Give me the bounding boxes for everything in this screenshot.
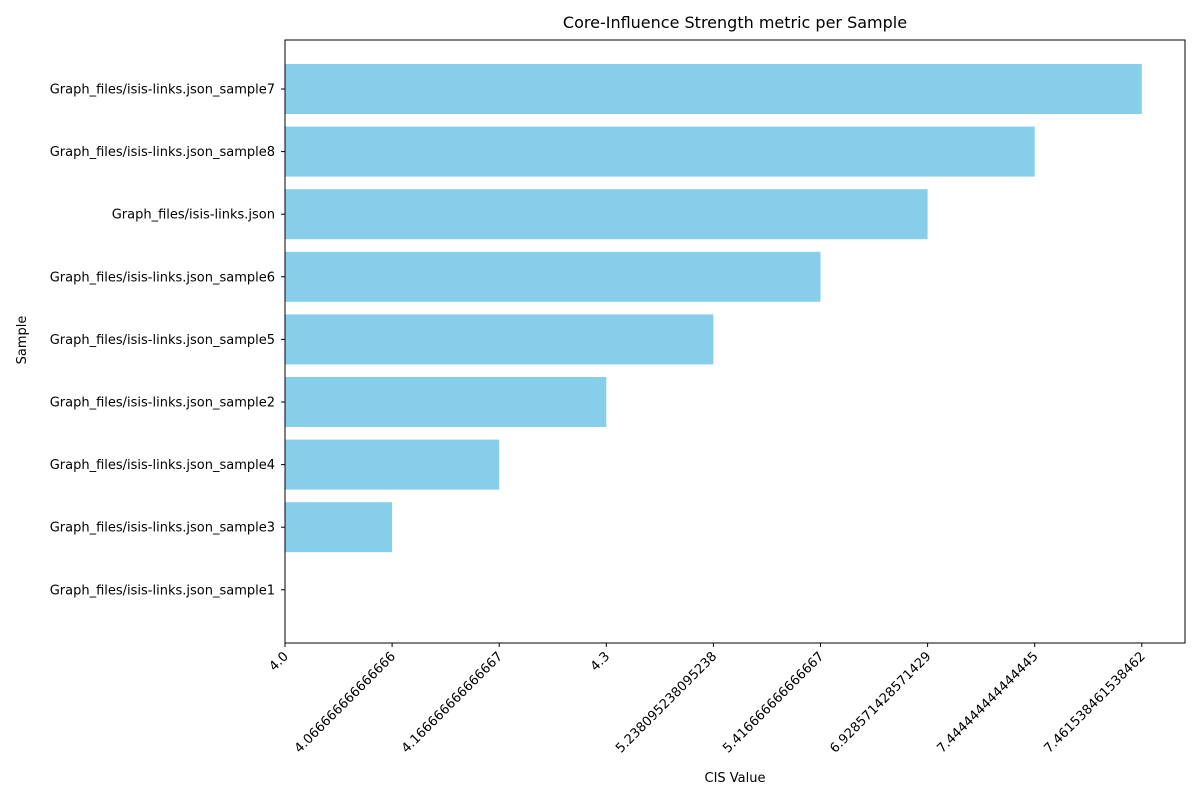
y-tick-label: Graph_files/isis-links.json_sample4 [50, 458, 275, 473]
x-tick-label: 6.928571428571429 [827, 649, 934, 756]
bar [285, 439, 500, 490]
y-tick-label: Graph_files/isis-links.json [112, 208, 275, 223]
y-tick-label: Graph_files/isis-links.json_sample8 [50, 145, 275, 160]
x-tick-label: 7.461538461538462 [1042, 649, 1149, 756]
bar [285, 189, 928, 240]
x-tick-label: 5.416666666666667 [720, 649, 827, 756]
x-tick-label: 4.166666666666667 [399, 649, 506, 756]
bar [285, 377, 607, 427]
x-tick-label: 7.444444444444445 [934, 649, 1041, 756]
x-axis-label: CIS Value [705, 771, 766, 786]
y-axis-label: Sample [15, 316, 30, 365]
plot-frame [284, 39, 1186, 644]
y-tick-label: Graph_files/isis-links.json_sample2 [50, 396, 275, 411]
x-tick-label: 5.238095238095238 [613, 649, 720, 756]
bar [285, 502, 393, 553]
bar [285, 251, 821, 302]
y-tick-label: Graph_files/isis-links.json_sample7 [50, 83, 275, 98]
y-tick-label: Graph_files/isis-links.json_sample1 [50, 583, 275, 598]
x-tick-label: 4.0 [267, 649, 292, 674]
y-tick-label: Graph_files/isis-links.json_sample3 [50, 521, 275, 536]
chart-title: Core-Influence Strength metric per Sampl… [563, 13, 907, 32]
x-tick-label: 4.066666666666666 [292, 649, 399, 756]
bar [285, 314, 714, 365]
y-tick-label: Graph_files/isis-links.json_sample6 [50, 270, 275, 285]
bar [285, 64, 1142, 114]
bar [285, 126, 1035, 177]
x-tick-label: 4.3 [588, 649, 613, 674]
y-tick-label: Graph_files/isis-links.json_sample5 [50, 333, 275, 348]
